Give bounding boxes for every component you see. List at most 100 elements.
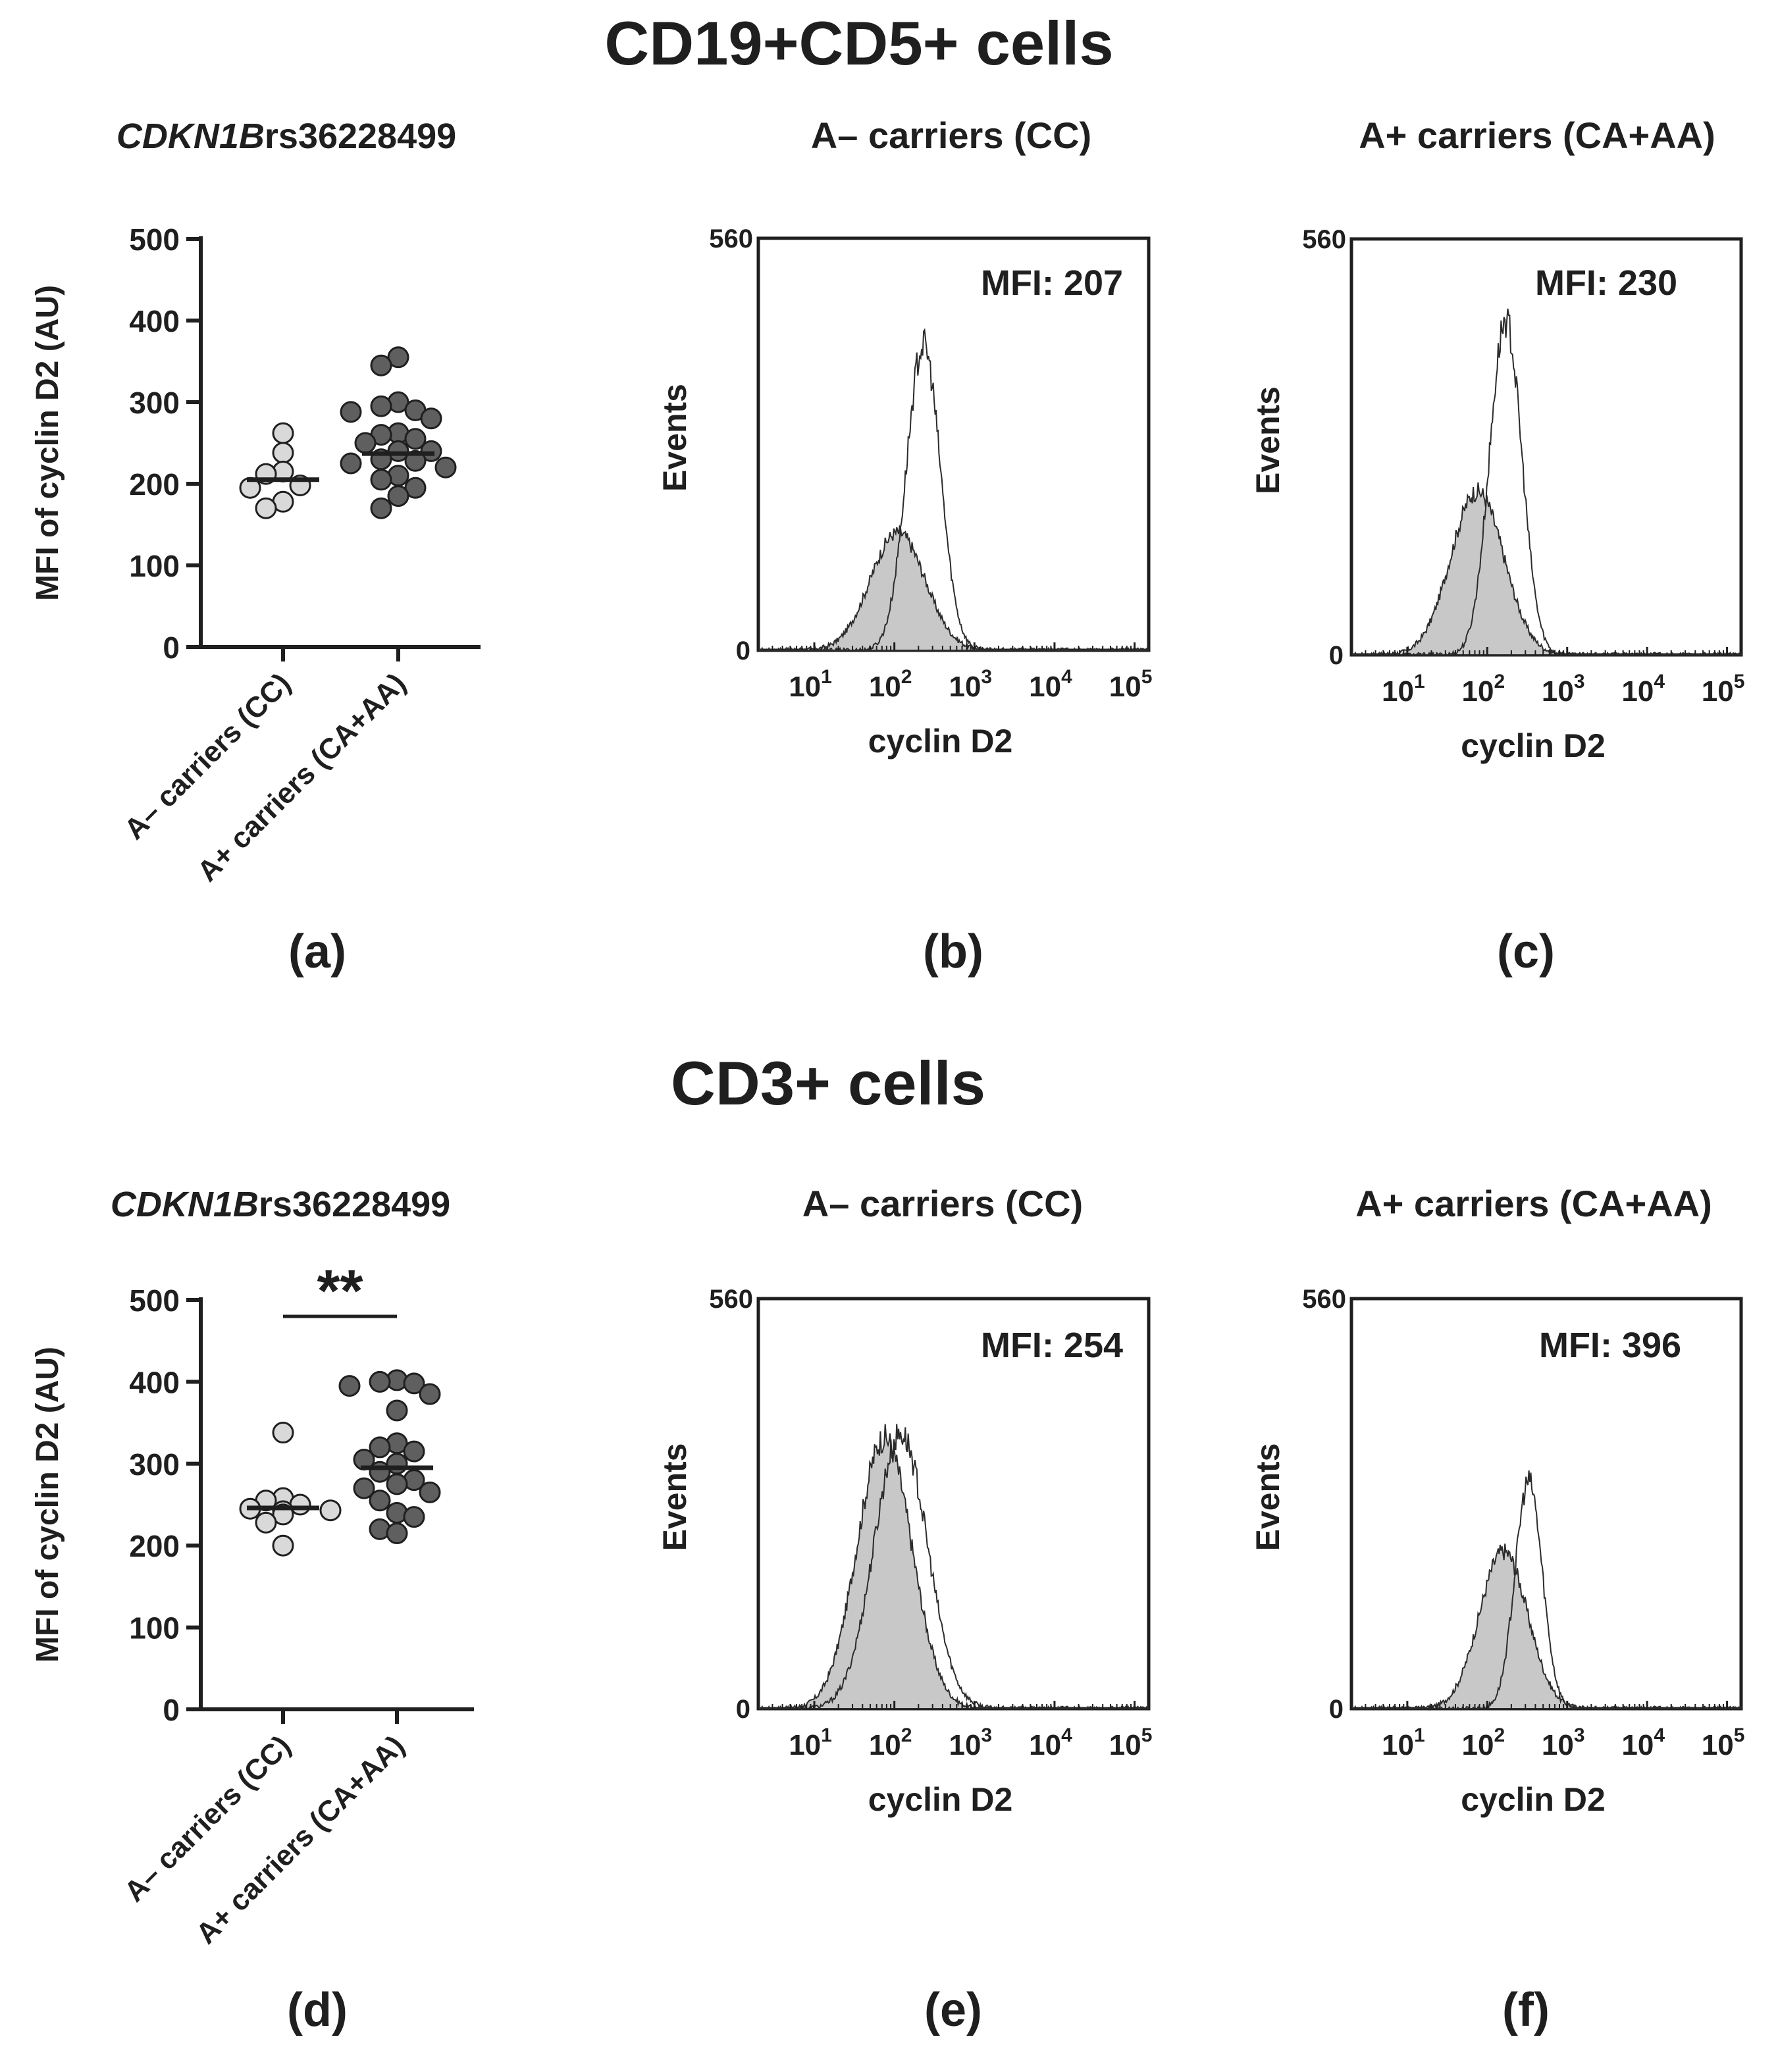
data-point [420,440,442,462]
x-tick-label: 102 [869,666,912,703]
x-tick-label: 103 [949,1724,992,1761]
data-point [403,1506,425,1528]
y-tick-label-max: 560 [1302,1285,1346,1314]
data-point [387,440,409,462]
x-tick-label: 101 [1382,1724,1425,1761]
data-point [404,450,427,472]
x-tick-exponent: 1 [1414,671,1425,692]
x-tick-label: 104 [1029,1724,1072,1761]
x-tick-label: 105 [1702,671,1745,708]
x-tick-base: 10 [1029,1729,1061,1761]
panel-f-letter: (f) [1502,1984,1550,2036]
panel-d-heading: CDKN1Brs36228499 [111,1185,450,1224]
data-point [354,432,377,454]
sample-histogram [758,328,1149,652]
panel-b-title: A– carriers (CC) [811,115,1091,156]
panel-a-heading: CDKN1Brs36228499 [117,117,456,156]
data-point [272,422,294,444]
data-point [272,1422,294,1444]
x-tick-base: 10 [869,671,901,703]
data-point [370,497,392,519]
data-point [369,1436,391,1459]
x-tick-label: 105 [1109,1724,1153,1761]
x-tick-label: 102 [1461,671,1505,708]
y-tick-label: 300 [129,1447,180,1482]
x-tick-exponent: 4 [1061,666,1072,688]
panel-a-snp: rs36228499 [265,117,456,156]
data-point [386,1399,408,1422]
y-tick-label-max: 560 [709,1285,753,1314]
x-tick-base: 10 [1542,675,1574,708]
x-tick-base: 10 [1109,671,1141,703]
x-axis-title: cyclin D2 [1461,727,1606,764]
panel-b-letter: (b) [923,925,983,978]
x-tick-label: 103 [949,666,992,703]
x-tick-label: 104 [1029,666,1072,703]
data-point [419,1481,441,1503]
data-point [403,1372,425,1395]
x-tick-exponent: 1 [1414,1724,1425,1746]
x-axis-title: cyclin D2 [868,1781,1013,1818]
y-axis-title: MFI of cyclin D2 (AU) [30,1347,65,1663]
isotype-histogram [1351,482,1742,657]
y-axis-title: Events [656,384,693,492]
data-point [340,401,362,423]
panel-c-title: A+ carriers (CA+AA) [1359,115,1715,156]
x-tick-base: 10 [789,671,821,703]
x-tick-exponent: 3 [981,666,992,688]
data-point [353,1477,375,1499]
x-tick-exponent: 3 [1574,1724,1585,1746]
panel-a-letter: (a) [288,925,346,978]
data-point [369,1489,391,1512]
x-tick-exponent: 5 [1141,666,1153,688]
data-point [255,1511,277,1534]
x-tick-label: 103 [1542,1724,1585,1761]
y-tick-label: 0 [163,1693,180,1727]
x-tick-exponent: 5 [1141,1724,1153,1746]
y-tick-label: 100 [129,1611,180,1645]
x-tick-base: 10 [1542,1729,1574,1761]
panel-e-mfi: MFI: 254 [981,1326,1123,1365]
data-point [404,428,427,450]
data-point [386,1473,408,1495]
data-point [369,1461,391,1483]
section-title-top: CD19+CD5+ cells [604,9,1113,78]
y-tick-label-max: 560 [1302,225,1346,254]
y-axis-title: Events [1249,1443,1286,1551]
x-tick-exponent: 2 [901,1724,912,1746]
x-tick-label: 101 [1382,671,1425,708]
x-tick-base: 10 [1029,671,1061,703]
x-tick-label: 105 [1109,666,1153,703]
data-point [370,395,392,417]
y-tick-label: 100 [129,549,180,583]
x-tick-base: 10 [1621,1729,1654,1761]
y-tick-label-min: 0 [1329,1695,1344,1724]
data-point [404,477,427,499]
significance-marker: ** [317,1258,363,1324]
panel-a-gene: CDKN1B [117,117,265,156]
y-tick-label: 200 [129,1529,180,1563]
x-tick-base: 10 [1382,675,1414,708]
y-tick-label-min: 0 [736,636,750,665]
data-point [272,1534,294,1557]
data-point [319,1499,342,1522]
x-tick-label: 103 [1542,671,1585,708]
panel-d-snp: rs36228499 [259,1185,450,1224]
section-title-bottom: CD3+ cells [671,1049,985,1118]
x-tick-base: 10 [1461,675,1494,708]
y-tick-label: 400 [129,304,180,338]
x-tick-base: 10 [789,1729,821,1761]
y-tick-label: 500 [129,1283,180,1318]
category-label: A+ carriers (CA+AA) [192,667,413,888]
x-tick-label: 105 [1702,1724,1745,1761]
x-tick-base: 10 [949,1729,981,1761]
data-point [338,1375,361,1397]
y-axis-title: Events [1249,386,1286,494]
panel-b-mfi: MFI: 207 [981,263,1123,303]
data-point [387,346,409,369]
x-tick-exponent: 5 [1734,671,1745,692]
